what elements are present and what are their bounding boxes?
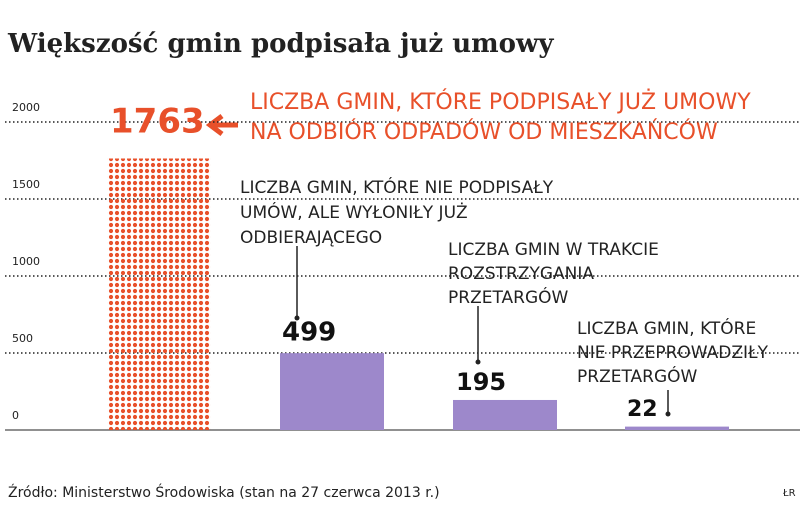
category-label: UMÓW, ALE WYŁONIŁY JUŻ (240, 201, 468, 223)
y-tick-label: 2000 (12, 101, 40, 114)
credit: ŁR (782, 488, 796, 499)
value-label: 1763 (110, 102, 205, 142)
category-label: LICZBA GMIN W TRAKCIE (448, 240, 659, 260)
category-label: PRZETARGÓW (448, 286, 569, 308)
category-label: ROZSTRZYGANIA (448, 264, 594, 284)
value-label: 22 (627, 397, 658, 422)
category-label: LICZBA GMIN, KTÓRE NIE PODPISAŁY (240, 176, 554, 198)
arrow (205, 114, 238, 136)
chart-title: Większość gmin podpisała już umowy (7, 29, 554, 59)
value-label: 499 (282, 318, 336, 348)
category-label: PRZETARGÓW (577, 365, 698, 387)
pointer-dots (294, 315, 671, 417)
category-label: ODBIERAJĄCEGO (240, 228, 382, 248)
source: Źródło: Ministerstwo Środowiska (stan na… (8, 483, 440, 501)
category-label: NA ODBIÓR ODPADÓW OD MIESZKAŃCÓW (250, 119, 718, 145)
y-tick-label: 500 (12, 332, 33, 345)
y-tick-label: 1000 (12, 255, 40, 268)
bar (280, 353, 384, 430)
bar (453, 399, 557, 430)
bar (107, 158, 211, 431)
y-tick-label: 1500 (12, 178, 40, 191)
category-label: LICZBA GMIN, KTÓRE PODPISAŁY JUŻ UMOWY (250, 89, 751, 115)
category-label: LICZBA GMIN, KTÓRE (577, 317, 756, 339)
bar (625, 426, 729, 430)
value-label: 195 (456, 368, 506, 396)
y-tick-label: 0 (12, 409, 19, 422)
category-label: NIE PRZEPROWADZIŁY (577, 343, 769, 363)
